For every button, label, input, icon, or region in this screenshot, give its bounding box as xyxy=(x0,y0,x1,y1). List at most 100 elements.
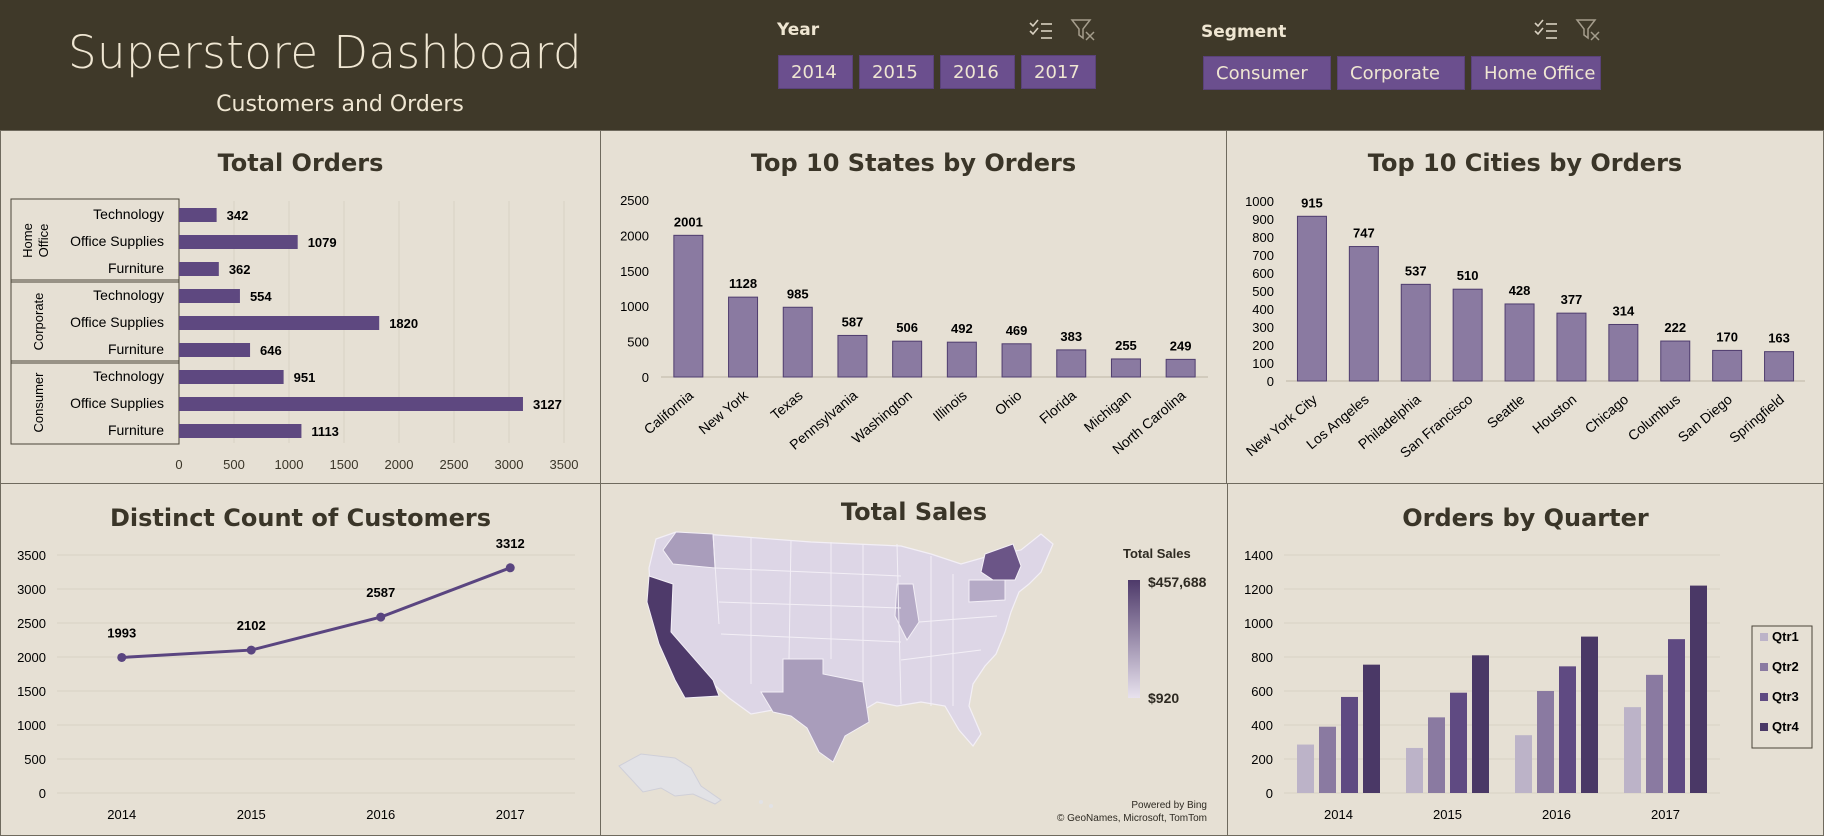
bar xyxy=(179,289,240,303)
map-credit-sources: © GeoNames, Microsoft, TomTom xyxy=(1057,813,1207,824)
multi-select-icon[interactable] xyxy=(1533,18,1559,42)
legend-swatch xyxy=(1760,663,1768,671)
data-point xyxy=(246,645,256,655)
segment-option-consumer[interactable]: Consumer xyxy=(1203,56,1331,90)
bar xyxy=(1660,340,1691,382)
data-label: 646 xyxy=(260,343,282,358)
bar xyxy=(179,316,380,330)
bar xyxy=(1110,358,1141,378)
bar xyxy=(1319,726,1336,793)
y-tick-label: 1500 xyxy=(620,264,649,279)
bar xyxy=(1450,692,1467,793)
data-label: 747 xyxy=(1353,226,1375,241)
category-label: Office Supplies xyxy=(70,233,164,249)
data-label: 951 xyxy=(294,370,316,385)
bar xyxy=(1001,343,1032,378)
bar xyxy=(1296,215,1327,382)
segment-option-home-office[interactable]: Home Office xyxy=(1471,56,1601,90)
y-tick-label: 2500 xyxy=(17,616,46,631)
total-orders-title: Total Orders xyxy=(217,149,384,177)
bar xyxy=(179,397,523,411)
distinct-customers-title: Distinct Count of Customers xyxy=(109,504,491,532)
y-tick-label: 2500 xyxy=(620,193,649,208)
x-tick-label: Washington xyxy=(849,387,916,446)
data-label: 1079 xyxy=(308,235,337,250)
y-tick-label: 300 xyxy=(1252,320,1274,335)
y-tick-label: 200 xyxy=(1251,752,1273,767)
y-tick-label: 3500 xyxy=(17,548,46,563)
bar xyxy=(1297,744,1314,793)
bar xyxy=(1165,358,1196,378)
y-tick-label: 600 xyxy=(1251,684,1273,699)
x-tick-label: Florida xyxy=(1036,387,1079,427)
segment-option-corporate[interactable]: Corporate xyxy=(1337,56,1465,90)
bar xyxy=(1428,717,1445,793)
y-tick-label: 400 xyxy=(1251,718,1273,733)
segment-label: Corporate xyxy=(31,293,46,351)
x-tick-label: 2014 xyxy=(107,807,136,822)
bar xyxy=(1764,351,1795,382)
data-label: 383 xyxy=(1060,329,1082,344)
data-label: 554 xyxy=(250,289,272,304)
y-tick-label: 900 xyxy=(1252,212,1274,227)
y-tick-label: 1000 xyxy=(17,718,46,733)
top-states-panel: Top 10 States by Orders 0 500 1000 1500 2000… xyxy=(600,130,1227,484)
legend-label: Qtr2 xyxy=(1772,659,1799,674)
y-tick-label: 1000 xyxy=(1245,194,1274,209)
data-label: 3312 xyxy=(496,536,525,551)
segment-label: Home xyxy=(20,223,35,258)
x-tick-label: Chicago xyxy=(1582,391,1632,436)
year-option-2014[interactable]: 2014 xyxy=(778,55,853,89)
data-label: 428 xyxy=(1509,283,1531,298)
x-tick-label: 2015 xyxy=(1433,807,1462,822)
bar xyxy=(179,343,251,357)
data-point xyxy=(117,652,127,662)
x-tick-label: Houston xyxy=(1529,391,1579,437)
segment-label: Consumer xyxy=(31,372,46,433)
data-label: 170 xyxy=(1716,329,1738,344)
bar xyxy=(728,296,759,378)
bar xyxy=(782,306,813,378)
bar xyxy=(1712,349,1743,382)
category-label: Furniture xyxy=(108,260,164,276)
y-tick-label: 0 xyxy=(1266,786,1273,801)
multi-select-icon[interactable] xyxy=(1028,18,1054,42)
y-tick-label: 1200 xyxy=(1244,582,1273,597)
y-tick-label: 1000 xyxy=(620,299,649,314)
x-tick-label: 0 xyxy=(175,457,182,472)
y-tick-label: 700 xyxy=(1252,248,1274,263)
year-option-2016[interactable]: 2016 xyxy=(940,55,1015,89)
bar xyxy=(1341,696,1358,793)
data-label: 2001 xyxy=(674,214,703,229)
bar xyxy=(892,340,923,378)
data-label: 537 xyxy=(1405,263,1427,278)
category-label: Technology xyxy=(93,368,164,384)
top-states-chart: 0 500 1000 1500 2000 2500 2001 California 1128 Ne… xyxy=(620,193,1208,457)
bar xyxy=(673,234,704,378)
clear-filter-icon[interactable] xyxy=(1575,17,1601,43)
y-tick-label: 3000 xyxy=(17,582,46,597)
orders-by-quarter-title: Orders by Quarter xyxy=(1402,504,1649,532)
series-line xyxy=(121,566,511,659)
y-tick-label: 500 xyxy=(1252,284,1274,299)
clear-filter-icon[interactable] xyxy=(1070,17,1096,43)
y-tick-label: 800 xyxy=(1252,230,1274,245)
bar xyxy=(1452,288,1483,382)
data-label: 985 xyxy=(787,286,809,301)
x-tick-label: 2000 xyxy=(385,457,414,472)
year-option-2015[interactable]: 2015 xyxy=(859,55,934,89)
x-tick-label: 2500 xyxy=(440,457,469,472)
legend-swatch xyxy=(1760,633,1768,641)
data-label: 492 xyxy=(951,321,973,336)
year-option-2017[interactable]: 2017 xyxy=(1021,55,1096,89)
segment-slicer-label: Segment xyxy=(1201,22,1287,42)
x-tick-label: 2017 xyxy=(496,807,525,822)
y-tick-label: 500 xyxy=(627,335,649,350)
legend-swatch xyxy=(1760,693,1768,701)
bar xyxy=(1363,664,1380,793)
data-point xyxy=(376,612,386,622)
us-sales-map[interactable] xyxy=(601,484,1227,835)
bar xyxy=(837,334,868,378)
data-label: 314 xyxy=(1612,303,1634,318)
y-tick-label: 800 xyxy=(1251,650,1273,665)
